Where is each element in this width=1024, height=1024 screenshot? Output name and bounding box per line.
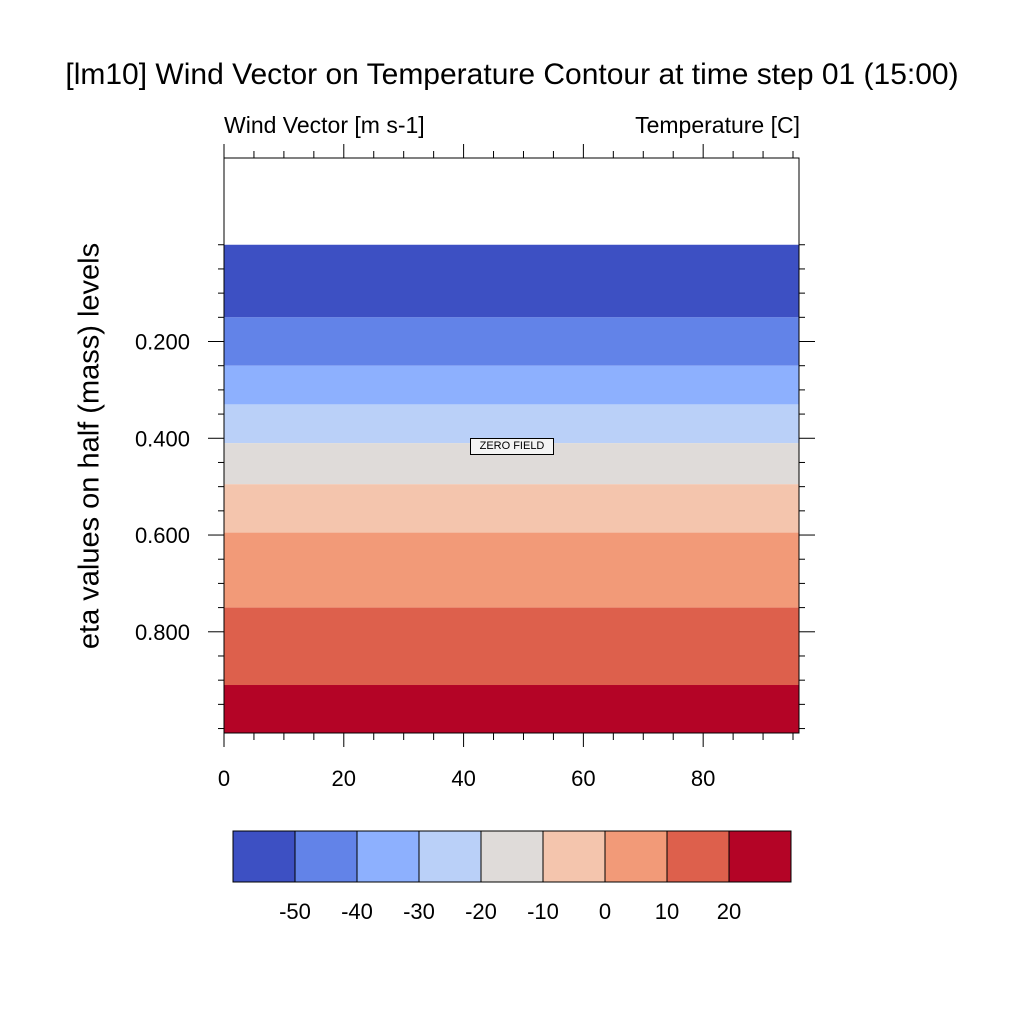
contour-band-8: [224, 607, 799, 686]
colorbar-label: 10: [655, 899, 679, 924]
colorbar-label: 20: [717, 899, 741, 924]
plot-border: [223, 157, 800, 734]
y-tick-label: 0.200: [135, 330, 190, 355]
zero-field-annotation: ZERO FIELD: [470, 438, 554, 455]
y-axis: 0.200 0.400 0.600 0.800: [135, 244, 815, 730]
x-tick-label: 40: [451, 766, 475, 791]
x-axis: 0 20 40 60 80: [218, 144, 794, 791]
colorbar: -50 -40 -30 -20 -10 0 10 20: [232, 830, 792, 924]
colorbar-label: -20: [465, 899, 497, 924]
colorbar-swatch-3: [356, 830, 420, 883]
chart-title: [lm10] Wind Vector on Temperature Contou…: [65, 58, 959, 91]
right-subtitle: Temperature [C]: [635, 112, 800, 138]
plot-frame: [223, 157, 800, 734]
contour-band-6: [224, 484, 799, 533]
contour-band-1: [224, 244, 799, 318]
colorbar-swatch-6: [542, 830, 606, 883]
colorbar-swatch-9: [728, 830, 792, 883]
colorbar-swatch-5: [480, 830, 544, 883]
colorbar-label: -30: [403, 899, 435, 924]
y-tick-label: 0.800: [135, 620, 190, 645]
x-tick-label: 0: [218, 766, 230, 791]
colorbar-swatch-2: [294, 830, 358, 883]
x-tick-label: 80: [691, 766, 715, 791]
colorbar-swatch-8: [666, 830, 730, 883]
colorbar-label: -10: [527, 899, 559, 924]
x-tick-label: 20: [332, 766, 356, 791]
colorbar-label: -50: [279, 899, 311, 924]
contour-bands: [224, 244, 799, 733]
y-tick-label: 0.600: [135, 523, 190, 548]
contour-band-7: [224, 532, 799, 608]
colorbar-swatch-7: [604, 830, 668, 883]
colorbar-swatch-4: [418, 830, 482, 883]
x-tick-label: 60: [571, 766, 595, 791]
contour-band-9: [224, 685, 799, 733]
colorbar-swatch-1: [232, 830, 296, 883]
colorbar-label: 0: [599, 899, 611, 924]
contour-band-3: [224, 365, 799, 405]
contour-band-4: [224, 404, 799, 444]
colorbar-label: -40: [341, 899, 373, 924]
left-subtitle: Wind Vector [m s-1]: [224, 112, 425, 138]
y-tick-label: 0.400: [135, 426, 190, 451]
contour-band-2: [224, 317, 799, 366]
